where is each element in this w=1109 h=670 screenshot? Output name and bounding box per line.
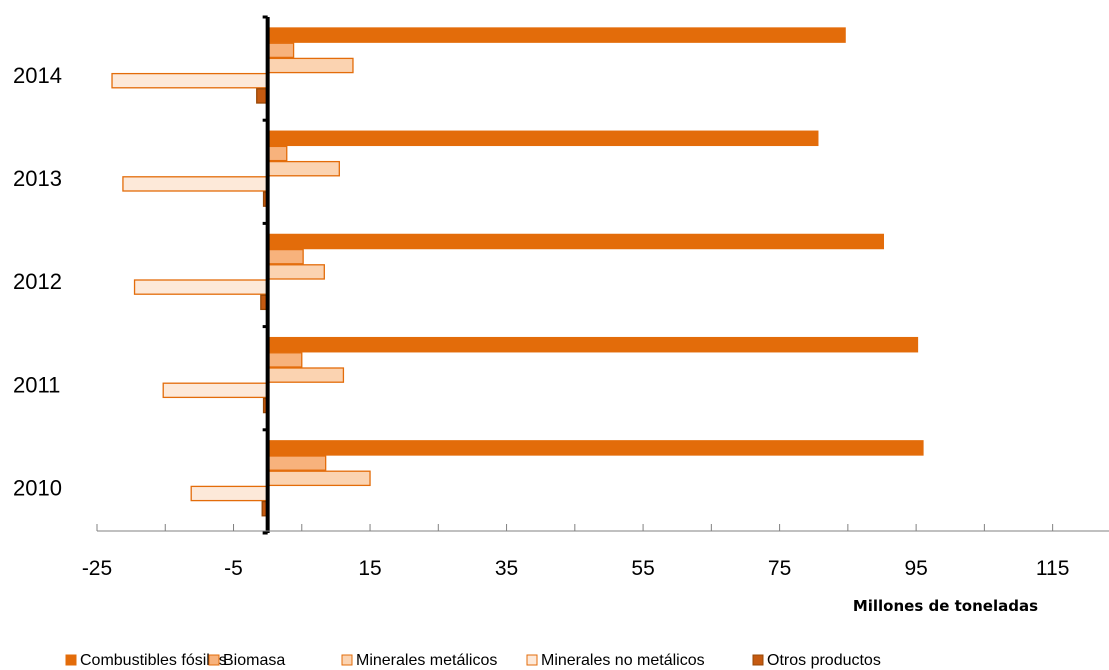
- legend-swatch-1: [65, 654, 77, 666]
- legend-label-4: Minerales no metálicos: [541, 652, 705, 669]
- y-axis-labels: 2010 2011 2012 2013 2014: [13, 63, 62, 501]
- x-tick-label: 115: [1036, 557, 1069, 580]
- bar-2010-series-3: [266, 470, 371, 487]
- bar-2014-series-1: [266, 27, 846, 43]
- legend-swatch-4: [526, 654, 538, 666]
- legend-swatch-3: [341, 654, 353, 666]
- x-tick-label: 55: [631, 557, 654, 580]
- bar-2010-series-4: [190, 485, 269, 502]
- y-label-2012: 2012: [13, 269, 62, 294]
- bar-2011-series-2: [266, 352, 303, 368]
- bar-2012-series-2: [266, 248, 304, 265]
- x-tick-label: 35: [495, 557, 518, 580]
- x-tick-label: -5: [224, 557, 243, 580]
- bar-2012-series-4: [133, 279, 269, 295]
- x-tick-label: 15: [358, 557, 381, 580]
- bar-2013-series-3: [266, 160, 340, 177]
- bar-2010-series-2: [266, 455, 327, 471]
- legend-label-5: Otros productos: [767, 652, 881, 669]
- bar-2014-series-3: [266, 57, 354, 74]
- bar-2014-series-4: [111, 72, 269, 89]
- y-label-2010: 2010: [13, 476, 62, 501]
- bar-2013-series-1: [266, 130, 819, 147]
- bar-2011-series-1: [266, 336, 919, 353]
- y-label-2013: 2013: [13, 166, 62, 191]
- bar-2013-series-4: [122, 176, 269, 192]
- bar-2012-series-1: [266, 233, 885, 250]
- legend-label-2: Biomasa: [223, 652, 285, 669]
- legend-label-3: Minerales metálicos: [356, 652, 497, 669]
- bar-2010-series-1: [266, 440, 924, 456]
- x-tick-label: 95: [904, 557, 927, 580]
- y-axis: [262, 15, 270, 535]
- x-tick-label: -25: [82, 557, 112, 580]
- legend-label-1: Combustibles fósiles: [80, 652, 227, 669]
- bar-2013-series-2: [266, 145, 288, 162]
- x-axis-title: Millones de toneladas: [853, 597, 1038, 615]
- bar-2012-series-3: [266, 264, 325, 280]
- bar-2011-series-4: [162, 382, 269, 399]
- legend-swatch-2: [208, 654, 220, 666]
- x-axis: -25 -5 15 35 55 75 95 115: [82, 524, 1109, 580]
- bar-2014-series-2: [266, 42, 295, 59]
- x-tick-label: 75: [768, 557, 791, 580]
- y-label-2014: 2014: [13, 63, 62, 88]
- y-label-2011: 2011: [13, 372, 60, 397]
- bar-2011-series-3: [266, 367, 345, 383]
- legend-swatch-5: [752, 654, 764, 666]
- bars-layer: [111, 27, 924, 517]
